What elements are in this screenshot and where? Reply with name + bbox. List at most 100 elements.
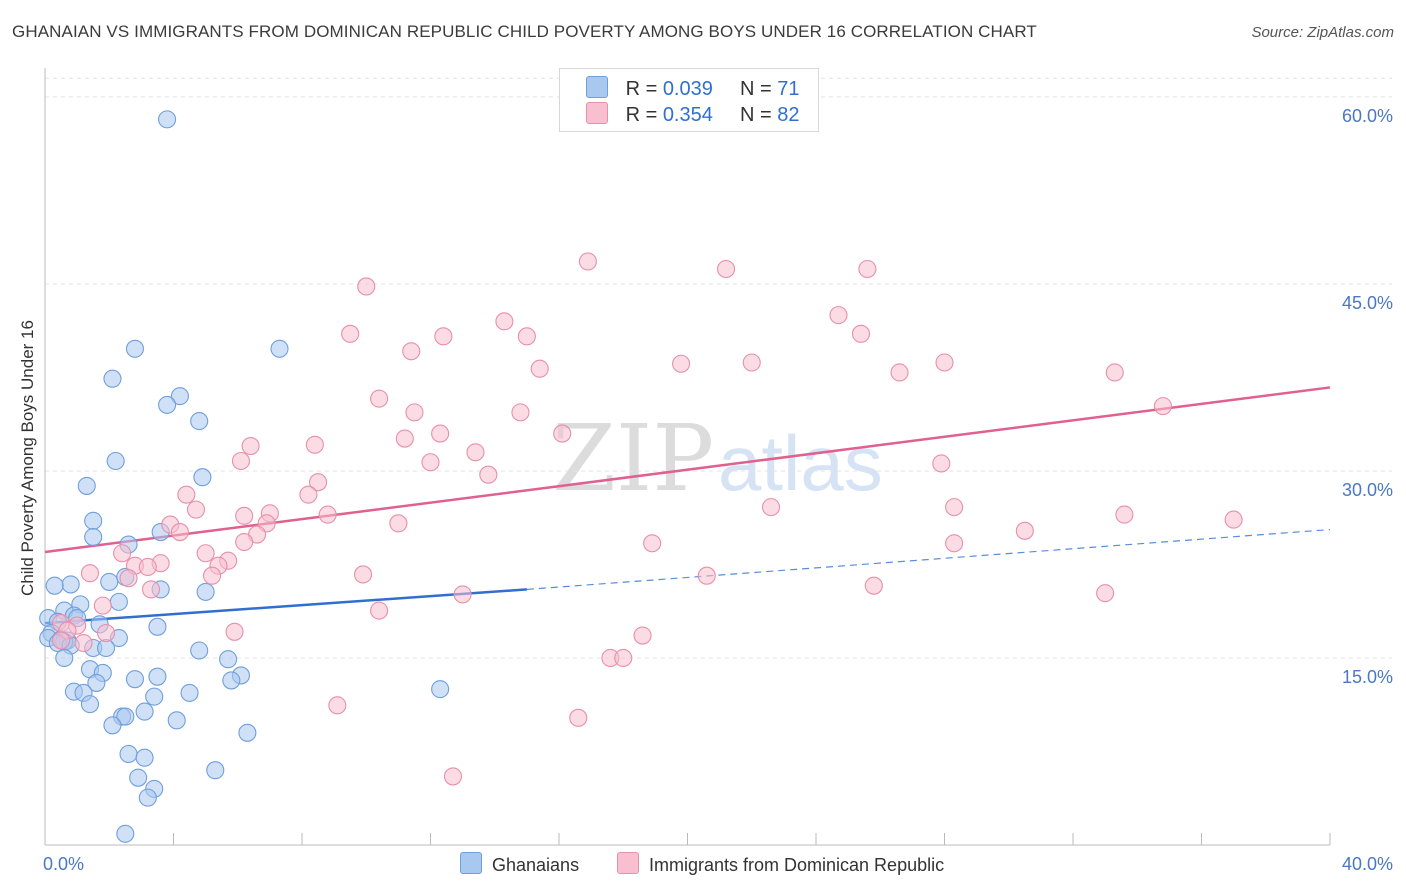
data-point	[434, 327, 453, 346]
data-point	[80, 695, 100, 714]
chart-title: GHANAIAN VS IMMIGRANTS FROM DOMINICAN RE…	[12, 22, 1037, 41]
data-point	[517, 327, 536, 346]
data-point	[100, 572, 119, 591]
legend-n-value: 82	[777, 104, 800, 126]
data-point	[553, 424, 572, 443]
data-point	[238, 723, 257, 742]
source-label: Source: ZipAtlas.com	[1251, 24, 1394, 41]
legend-n-label: N =	[740, 78, 772, 100]
data-point	[119, 569, 138, 588]
data-point	[697, 566, 716, 585]
data-point	[466, 443, 485, 462]
data-point	[742, 353, 761, 372]
data-point	[158, 110, 177, 129]
data-point	[203, 566, 222, 585]
gridlines	[45, 77, 1392, 659]
data-point	[129, 768, 148, 787]
y-tick-label: 15.0%	[1342, 667, 1393, 687]
data-point	[341, 324, 360, 343]
data-point	[222, 671, 241, 690]
legend-row-ghanaians: R = 0.039 N = 71	[586, 76, 800, 100]
data-point	[530, 359, 549, 378]
data-point	[145, 687, 164, 706]
data-point	[495, 312, 514, 331]
x-tick-label: 40.0%	[1342, 854, 1393, 874]
data-point	[672, 354, 691, 373]
x-tick-label: 0.0%	[43, 854, 84, 874]
data-point	[633, 626, 652, 645]
data-point	[138, 557, 157, 577]
data-point	[103, 716, 122, 735]
data-point	[614, 648, 633, 668]
data-point	[1015, 521, 1034, 540]
data-point	[864, 576, 883, 595]
data-point	[177, 485, 196, 504]
data-point	[305, 435, 324, 454]
data-point	[96, 623, 116, 643]
data-point	[61, 575, 80, 594]
data-point	[235, 506, 254, 525]
data-point	[370, 601, 389, 620]
data-point	[389, 514, 408, 533]
data-point	[235, 532, 254, 552]
data-point	[55, 648, 74, 668]
legend-item-ghanaians: Ghanaians	[460, 852, 579, 876]
data-point	[193, 468, 212, 487]
data-point	[148, 667, 167, 686]
data-point	[180, 683, 199, 702]
data-point	[511, 403, 530, 422]
y-tick-label: 45.0%	[1342, 293, 1393, 313]
data-point	[932, 454, 951, 473]
data-point	[858, 259, 877, 279]
data-point	[219, 650, 238, 669]
data-point	[270, 339, 289, 358]
data-point	[299, 485, 318, 504]
data-point	[370, 389, 389, 408]
legend-n-label: N =	[740, 104, 772, 126]
data-point	[196, 544, 215, 563]
data-point	[109, 592, 128, 611]
x-tick-labels: 0.0% 40.0%	[43, 854, 1393, 874]
legend-r-label: R =	[625, 104, 658, 126]
data-point	[328, 696, 347, 715]
data-point	[170, 523, 189, 542]
data-point	[225, 622, 244, 641]
data-point	[84, 511, 103, 530]
data-point	[138, 788, 157, 807]
data-point	[125, 670, 144, 689]
data-point	[103, 369, 122, 388]
data-point	[716, 259, 736, 279]
data-point	[190, 641, 209, 660]
legend-item-dominican: Immigrants from Dominican Republic	[617, 852, 944, 876]
data-point	[357, 277, 376, 296]
data-point	[74, 633, 93, 653]
data-point	[443, 767, 463, 786]
legend-label-dominican: Immigrants from Dominican Republic	[649, 855, 945, 875]
data-point	[135, 702, 154, 721]
data-point	[353, 565, 373, 584]
legend-swatch-ghanaians	[586, 76, 608, 98]
ghanaians-trend-extension	[526, 528, 1331, 591]
data-point	[318, 505, 337, 524]
ghanaians-points	[39, 110, 450, 843]
data-point	[431, 680, 450, 699]
data-point	[643, 534, 662, 553]
data-point	[421, 453, 440, 472]
data-point	[829, 306, 848, 325]
data-point	[241, 436, 260, 456]
data-point	[405, 403, 424, 422]
data-point	[431, 424, 450, 443]
data-point	[106, 451, 125, 471]
legend-swatch-dominican	[586, 102, 608, 124]
legend-row-dominican: R = 0.354 N = 82	[586, 102, 800, 126]
data-point	[167, 711, 186, 730]
legend-swatch-ghanaians	[460, 852, 482, 874]
data-point	[945, 498, 964, 517]
data-point	[206, 761, 225, 780]
data-point	[93, 596, 112, 615]
data-point	[890, 363, 909, 382]
y-tick-labels: 15.0% 30.0% 45.0% 60.0%	[1342, 106, 1393, 687]
ghanaians-trend-line	[44, 588, 527, 625]
axes	[44, 68, 1331, 846]
